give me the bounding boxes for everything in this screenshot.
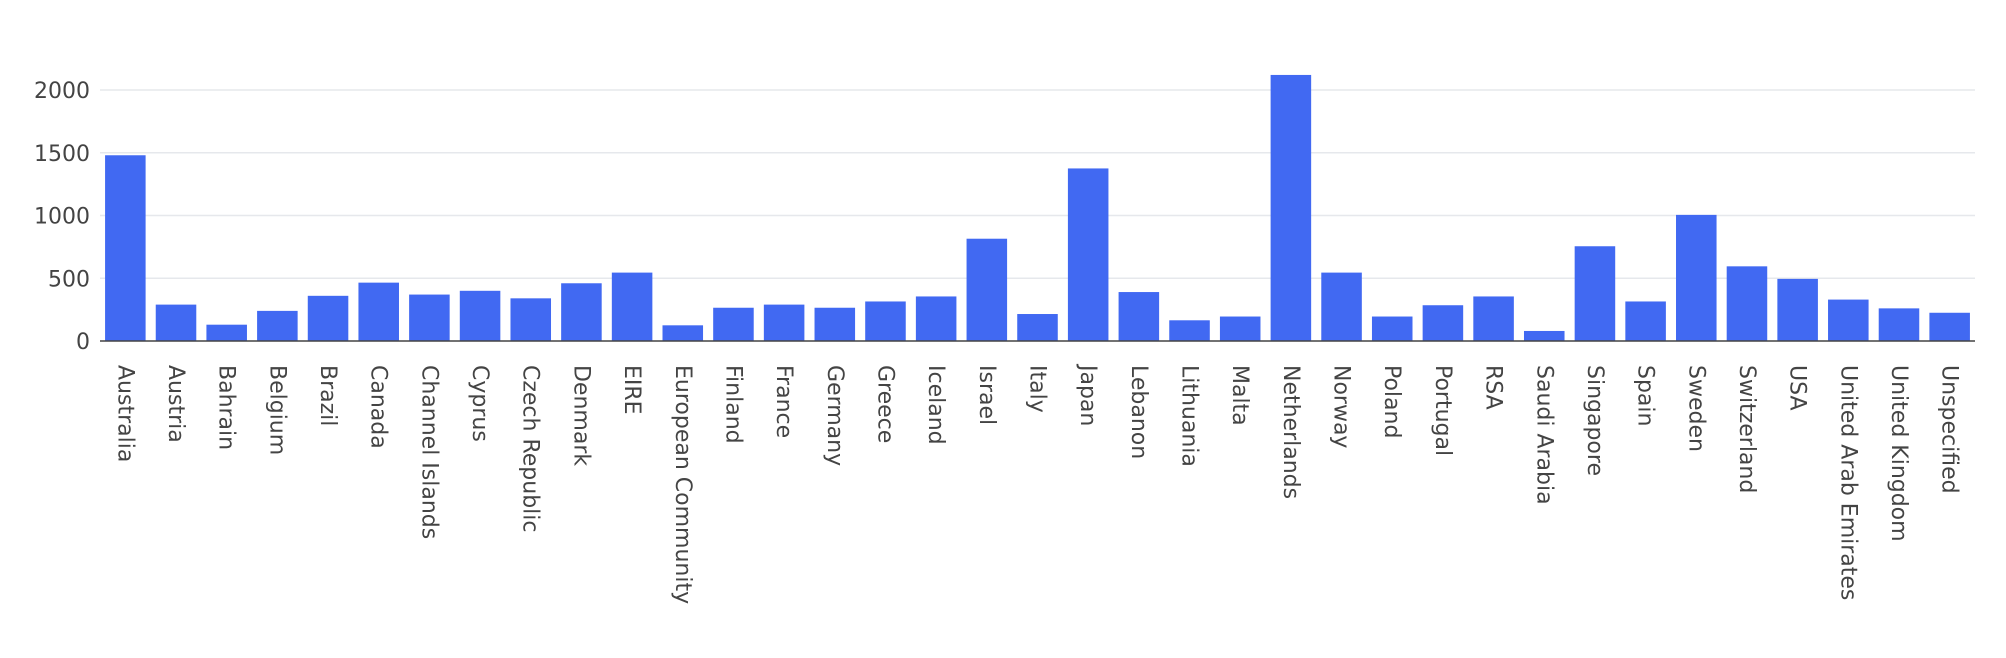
x-tick-label: Unspecified	[1937, 365, 1962, 494]
bar	[459, 290, 501, 341]
bar	[155, 304, 197, 341]
bar	[105, 155, 146, 341]
x-tick-label: Greece	[872, 365, 897, 443]
bar	[1169, 320, 1210, 341]
x-tick-label: European Community	[670, 365, 695, 604]
bar	[1929, 312, 1970, 341]
x-tick-label: Sweden	[1683, 365, 1708, 452]
x-tick-label: Israel	[974, 365, 999, 425]
bar	[1118, 292, 1160, 341]
bar	[1473, 296, 1514, 341]
x-tick-label: EIRE	[619, 365, 644, 415]
x-tick-label: Spain	[1633, 365, 1658, 426]
bar	[1625, 301, 1666, 341]
x-tick-label: Lebanon	[1126, 365, 1151, 459]
y-tick-label: 2000	[34, 79, 90, 104]
x-tick-label: Denmark	[568, 365, 593, 466]
bar	[206, 324, 247, 341]
bar	[257, 310, 298, 341]
bar	[1523, 330, 1565, 341]
x-tick-label: Netherlands	[1278, 365, 1303, 499]
x-tick-label: Poland	[1379, 365, 1404, 438]
bar	[1574, 246, 1616, 341]
bar	[1676, 214, 1717, 341]
bar	[510, 298, 552, 341]
y-tick-label: 1500	[34, 142, 90, 167]
bar	[865, 301, 906, 341]
x-tick-label: Switzerland	[1734, 365, 1759, 493]
bar	[307, 295, 349, 341]
bar	[1067, 168, 1109, 341]
x-tick-label: United Arab Emirates	[1835, 365, 1860, 600]
bar	[1270, 74, 1312, 341]
bar	[1321, 272, 1362, 341]
bar	[1878, 308, 1920, 341]
x-tick-label: Czech Republic	[518, 365, 543, 533]
x-tick-label: Malta	[1227, 365, 1252, 426]
x-tick-label: Channel Islands	[416, 365, 441, 539]
bar	[1219, 316, 1261, 341]
bar	[662, 325, 704, 341]
x-tick-label: Portugal	[1430, 365, 1455, 456]
bar	[409, 294, 450, 341]
x-tick-label: Japan	[1075, 363, 1100, 426]
x-tick-label: Belgium	[264, 365, 289, 455]
bar	[1371, 316, 1413, 341]
bar	[814, 307, 856, 341]
bar	[611, 272, 653, 341]
bar	[358, 282, 399, 341]
bar	[966, 238, 1008, 341]
bar	[1422, 305, 1464, 341]
bars	[105, 74, 1970, 341]
x-tick-label: United Kingdom	[1886, 365, 1911, 542]
bar	[713, 307, 754, 341]
x-tick-label: Austria	[163, 365, 188, 443]
gridlines	[100, 89, 1975, 279]
x-tick-label: Cyprus	[467, 365, 492, 442]
y-tick-label: 500	[48, 267, 90, 292]
x-tick-label: Iceland	[923, 365, 948, 445]
x-tick-label: Brazil	[315, 365, 340, 426]
x-tick-label: Bahrain	[214, 365, 239, 450]
bar	[763, 304, 805, 341]
x-tick-label: Norway	[1329, 365, 1354, 448]
y-tick-labels: 0 500 1000 1500 2000	[34, 79, 90, 355]
bar	[1777, 278, 1818, 341]
x-tick-labels: Australia Austria Bahrain Belgium Brazil Cana…	[112, 363, 1961, 604]
x-tick-label: Saudi Arabia	[1531, 365, 1556, 505]
bar	[1828, 299, 1869, 341]
y-tick-label: 1000	[34, 205, 90, 230]
x-tick-label: France	[771, 365, 796, 438]
x-tick-label: Australia	[112, 365, 137, 462]
x-tick-label: Finland	[720, 365, 745, 444]
x-tick-label: Canada	[366, 365, 391, 449]
y-tick-label: 0	[76, 330, 90, 355]
x-tick-label: RSA	[1481, 365, 1506, 410]
bar	[1017, 314, 1058, 341]
x-tick-label: Germany	[822, 365, 847, 466]
x-tick-label: Singapore	[1582, 365, 1607, 476]
bar	[915, 296, 957, 341]
bar	[561, 283, 602, 341]
x-tick-label: Italy	[1025, 365, 1050, 413]
bar	[1726, 266, 1768, 341]
x-tick-label: Lithuania	[1177, 365, 1202, 467]
x-tick-label: USA	[1785, 365, 1810, 411]
